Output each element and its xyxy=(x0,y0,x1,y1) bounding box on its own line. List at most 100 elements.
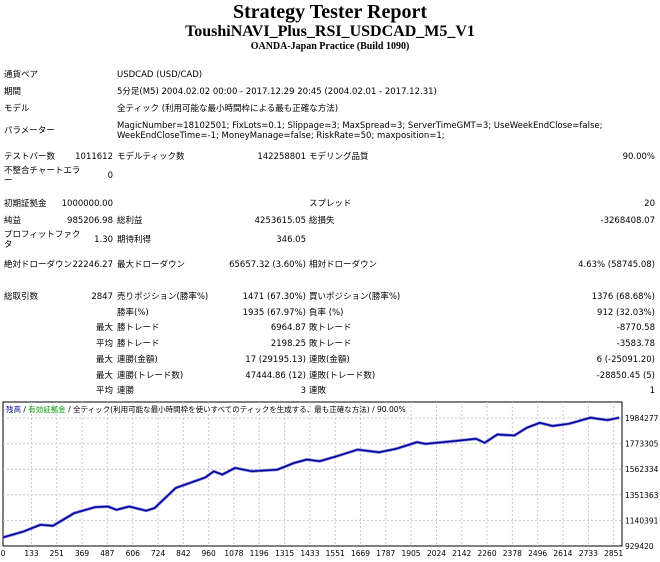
row-value-2: 4253615.05 xyxy=(254,216,306,226)
x-tick-label: 842 xyxy=(176,549,191,558)
row-value: 全ティック (利用可能な最小時間枠による最も正確な方法) xyxy=(117,104,339,114)
legend-balance: 残高 xyxy=(6,405,21,414)
row-label-2: 期待利得 xyxy=(117,235,152,245)
row-label-2: 連勝(金額) xyxy=(117,355,158,365)
balance-chart: 0 133 251 369 487 606 724 842 960 1078 1196 1315 143… xyxy=(1,401,659,558)
row-label-2: 最大ドローダウン xyxy=(117,260,186,270)
x-tick-label: 2614 xyxy=(553,549,572,558)
row-value-2: 3 xyxy=(300,386,306,396)
x-tick-label: 1905 xyxy=(401,549,420,558)
row-label-2: 売りポジション(勝率%) xyxy=(117,292,209,302)
x-tick-label: 606 xyxy=(126,549,141,558)
row-label-2: 勝トレード xyxy=(117,323,160,333)
row-label: 初期証拠金 xyxy=(4,199,47,209)
row-value: 5分足(M5) 2004.02.02 00:00 - 2017.12.29 20… xyxy=(117,87,437,97)
row-label-2: 勝率(%) xyxy=(117,308,149,318)
y-tick-label: 1984277 xyxy=(625,414,659,423)
row-value: 22246.27 xyxy=(72,260,113,270)
x-tick-label: 1078 xyxy=(224,549,243,558)
row-label-3: スプレッド xyxy=(309,199,352,209)
legend-sep: / xyxy=(65,405,74,414)
balance-line xyxy=(2,416,620,539)
row-value-3: -28850.45 (5) xyxy=(596,371,655,381)
row-value: 平均 xyxy=(95,386,113,396)
row-label: 絶対ドローダウン xyxy=(4,260,73,270)
row-value-3: -3268408.07 xyxy=(600,216,655,226)
row-label-3: 連敗 xyxy=(309,386,327,396)
row-label-3: 負率 (%) xyxy=(309,308,344,318)
row-label: テストバー数 xyxy=(4,152,56,162)
row-label: 総取引数 xyxy=(4,292,39,302)
x-tick-label: 2260 xyxy=(478,549,497,558)
x-tick-label: 2378 xyxy=(503,549,522,558)
row-label-2: 連勝 xyxy=(117,386,135,396)
report-title: Strategy Tester Report xyxy=(232,1,428,23)
row-label-3: 連敗(金額) xyxy=(309,355,350,365)
row-label-2: 勝トレード xyxy=(117,339,160,349)
x-tick-label: 1551 xyxy=(326,549,345,558)
legend-quality: 90.00% xyxy=(377,405,406,414)
row-value-3: 6 (-25091.20) xyxy=(596,355,655,365)
chart-legend: 残高 / 有効証拠金 / 全ティック(利用可能な最小時間枠を使いすべてのティック… xyxy=(6,404,406,415)
row-label-3: モデリング品質 xyxy=(309,152,369,162)
x-tick-label: 1315 xyxy=(275,549,294,558)
row-value-2: 1935 (67.97%) xyxy=(242,308,306,318)
row-label-2: 連勝(トレード数) xyxy=(117,371,184,381)
row-label: モデル xyxy=(4,104,30,114)
row-value-2: 1471 (67.30%) xyxy=(242,292,306,302)
row-label-3: 相対ドローダウン xyxy=(309,260,378,270)
legend-sep: / xyxy=(369,405,378,414)
row-value-3: -3583.78 xyxy=(616,339,655,349)
x-tick-label: 1433 xyxy=(300,549,319,558)
row-value: 最大 xyxy=(95,355,113,365)
server-build: OANDA-Japan Practice (Build 1090) xyxy=(250,41,410,52)
row-label-2: 総利益 xyxy=(117,216,143,226)
row-label-3: 買いポジション(勝率%) xyxy=(309,292,401,302)
row-label-3: 総損失 xyxy=(309,216,335,226)
legend-model: 全ティック(利用可能な最小時間枠を使いすべてのティックを生成する、最も正確な方法… xyxy=(73,405,370,414)
row-label-2: モデルティック数 xyxy=(117,152,185,162)
row-label-3: 敗トレード xyxy=(309,339,352,349)
row-value-2: 47444.86 (12) xyxy=(245,371,306,381)
row-value-2: 17 (29195.13) xyxy=(245,355,306,365)
row-value-3: 912 (32.03%) xyxy=(597,308,655,318)
row-value: 最大 xyxy=(95,323,113,333)
row-label: パラメーター xyxy=(4,126,55,136)
row-value-2: 142258801 xyxy=(257,152,306,162)
row-value-2: 346.05 xyxy=(276,235,306,245)
row-label: 通貨ペア xyxy=(4,70,39,80)
y-tick-label: 929420 xyxy=(625,542,654,551)
x-tick-label: 133 xyxy=(24,549,39,558)
plot-area xyxy=(2,401,623,547)
x-tick-label: 0 xyxy=(1,549,6,558)
row-value: USDCAD (USD/CAD) xyxy=(117,70,203,80)
row-value: 1000000.00 xyxy=(61,199,113,209)
x-tick-label: 2024 xyxy=(427,549,446,558)
row-label: 純益 xyxy=(4,216,22,226)
row-value: 平均 xyxy=(95,339,113,349)
row-label: 不整合チャートエラー xyxy=(4,166,81,186)
y-tick-label: 1562334 xyxy=(625,465,659,474)
row-value: 1.30 xyxy=(94,235,113,245)
row-value: 1011612 xyxy=(75,152,113,162)
row-label-3: 敗トレード xyxy=(309,323,352,333)
x-tick-label: 1669 xyxy=(351,549,370,558)
row-value: 最大 xyxy=(95,371,113,381)
x-tick-label: 2851 xyxy=(604,549,623,558)
x-tick-label: 369 xyxy=(75,549,90,558)
x-tick-label: 2733 xyxy=(579,549,598,558)
row-value: 2847 xyxy=(91,292,113,302)
y-tick-label: 1140391 xyxy=(625,516,659,525)
row-value-3: 1 xyxy=(649,386,655,396)
row-value-2: 65657.32 (3.60%) xyxy=(229,260,306,270)
row-value: 985206.98 xyxy=(67,216,113,226)
x-tick-label: 251 xyxy=(50,549,65,558)
row-label: プロフィットファクタ xyxy=(4,230,81,250)
x-tick-label: 960 xyxy=(201,549,216,558)
legend-equity: 有効証拠金 xyxy=(28,405,66,414)
row-value-2: 2198.25 xyxy=(270,339,306,349)
row-value-3: -8770.58 xyxy=(616,323,655,333)
row-label: 期間 xyxy=(4,87,22,97)
row-value-3: 4.63% (58745.08) xyxy=(578,260,655,270)
row-label-3: 連敗(トレード数) xyxy=(309,371,376,381)
